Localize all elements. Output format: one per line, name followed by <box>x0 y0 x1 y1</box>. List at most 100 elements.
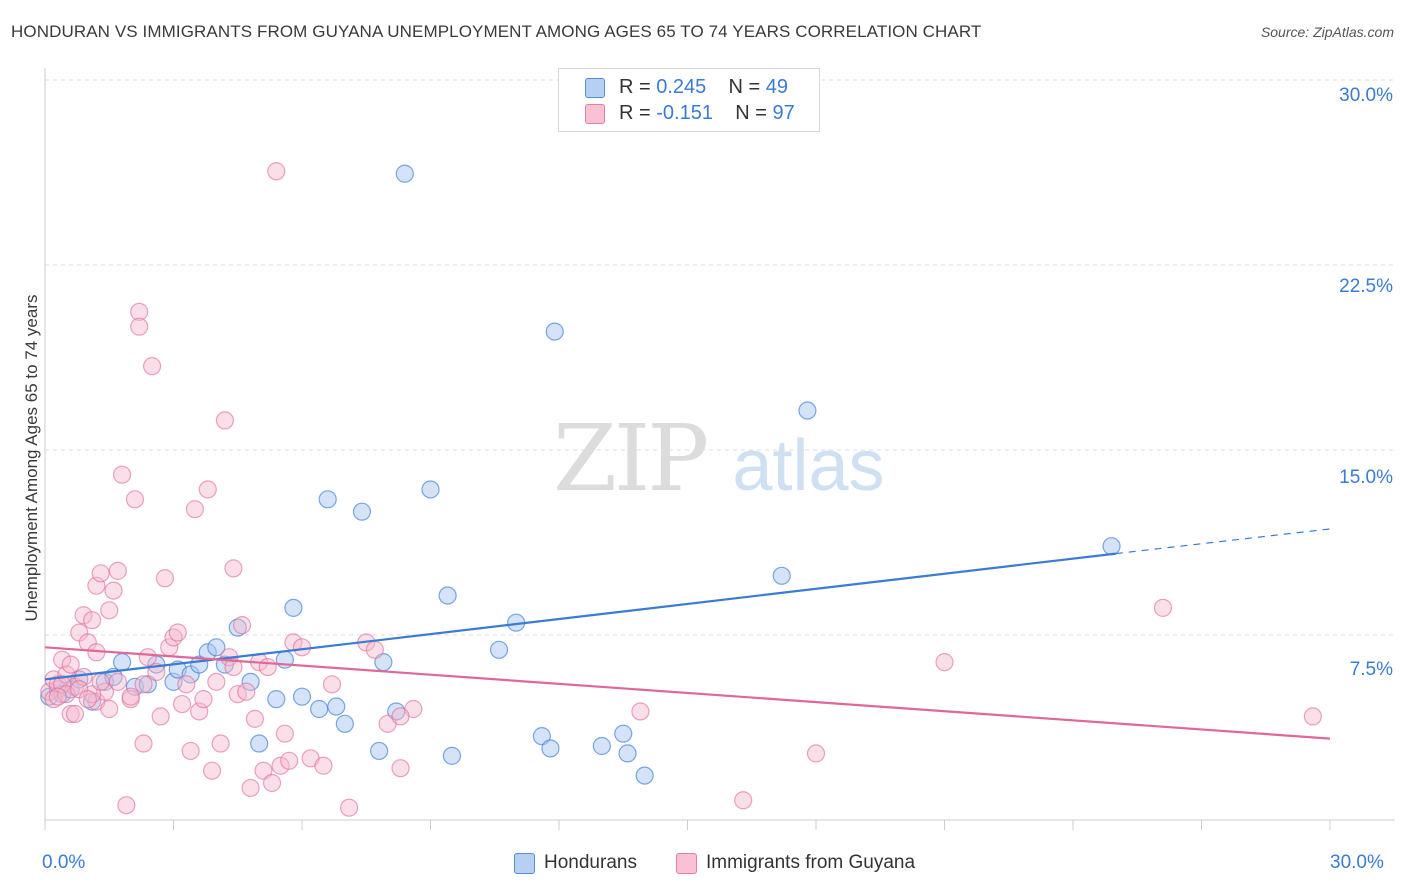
guyana-point <box>117 796 136 815</box>
watermark-atlas: atlas <box>732 426 885 506</box>
honduran-point <box>592 736 611 756</box>
guyana-point <box>340 798 359 817</box>
watermark: ZIP atlas <box>553 405 885 512</box>
guyana-point <box>292 638 312 657</box>
honduran-point <box>250 734 269 753</box>
guyana-point <box>61 655 80 674</box>
hondurans-trend-line <box>44 552 1116 681</box>
guyana-point <box>61 704 80 724</box>
legend-label-guyana: Immigrants from Guyana <box>706 852 916 873</box>
honduran-point <box>112 653 132 672</box>
guyana-point <box>112 465 132 484</box>
honduran-point <box>614 724 633 743</box>
y-tick-label: 22.5% <box>1339 276 1393 297</box>
honduran-point <box>532 727 551 746</box>
gridlines <box>45 79 1395 636</box>
legend-swatch-guyana <box>676 853 697 874</box>
guyana-point <box>91 672 110 691</box>
watermark-zip: ZIP <box>553 405 709 512</box>
legend-n-label: N = <box>735 102 767 124</box>
legend-swatch-hondurans <box>514 853 535 874</box>
guyana-point <box>280 751 299 770</box>
guyana-point <box>181 741 200 761</box>
x-tick-label-min: 0.0% <box>42 852 86 873</box>
guyana-point <box>130 302 149 321</box>
guyana-point <box>138 648 157 667</box>
honduran-point <box>442 746 462 765</box>
guyana-point <box>202 761 222 780</box>
honduran-point <box>421 480 440 499</box>
guyana-point <box>48 687 67 706</box>
guyana-point <box>168 623 187 642</box>
legend-r-label: R = <box>619 102 651 124</box>
legend-r-label: R = <box>619 76 651 98</box>
guyana-point <box>245 709 264 728</box>
trend-lines <box>44 528 1331 740</box>
honduran-point <box>352 502 372 521</box>
hondurans-trend-extension <box>1115 528 1331 555</box>
honduran-point <box>207 638 226 657</box>
honduran-point <box>545 322 564 341</box>
guyana-point <box>232 616 252 635</box>
x-tick-label-max: 30.0% <box>1330 852 1384 873</box>
guyana-point <box>314 756 333 775</box>
honduran-point <box>335 714 354 733</box>
guyana-point <box>224 657 243 677</box>
legend-label-hondurans: Hondurans <box>544 852 637 873</box>
guyana-point <box>258 657 277 677</box>
y-tick-label: 15.0% <box>1339 467 1393 488</box>
guyana-point <box>806 744 826 763</box>
honduran-point <box>284 598 303 617</box>
guyana-point <box>177 675 196 694</box>
guyana-point <box>1153 598 1173 617</box>
guyana-point <box>83 611 102 630</box>
honduran-point <box>772 566 791 585</box>
chart-title: HONDURAN VS IMMIGRANTS FROM GUYANA UNEMP… <box>11 22 982 41</box>
y-tick-label: 7.5% <box>1349 659 1393 680</box>
guyana-point <box>322 675 342 694</box>
guyana-point <box>241 778 260 798</box>
guyana-point <box>262 773 282 793</box>
guyana-point <box>91 564 110 583</box>
honduran-point <box>541 739 560 758</box>
honduran-point <box>438 586 457 605</box>
guyana-point <box>53 650 72 669</box>
honduran-point <box>395 164 414 183</box>
honduran-point <box>318 490 337 509</box>
guyana-point <box>734 791 753 810</box>
guyana-point <box>151 707 170 726</box>
guyana-point <box>631 702 650 721</box>
honduran-point <box>241 672 260 691</box>
guyana-point <box>134 734 153 753</box>
legend-swatch-guyana <box>585 104 605 124</box>
guyana-trend-line <box>44 646 1331 740</box>
honduran-point <box>138 675 157 694</box>
guyana-point <box>121 687 140 706</box>
honduran-point <box>327 697 346 716</box>
honduran-point <box>310 699 329 719</box>
legend-swatch-hondurans <box>585 78 605 98</box>
guyana-point <box>100 601 119 620</box>
correlation-legend: R = 0.245 N = 49 R = -0.151 N = 97 <box>558 68 820 132</box>
guyana-point <box>194 690 213 709</box>
honduran-point <box>267 690 286 709</box>
guyana-point <box>391 759 410 778</box>
guyana-point <box>125 490 145 509</box>
legend-n-value: 49 <box>765 76 789 98</box>
honduran-point <box>370 741 389 761</box>
guyana-point <box>254 761 273 780</box>
guyana-point <box>172 694 192 714</box>
guyana-point <box>65 704 85 724</box>
guyana-point <box>275 724 294 743</box>
legend-n-value: 97 <box>772 102 795 124</box>
guyana-point <box>104 581 123 600</box>
y-tick-label: 30.0% <box>1339 85 1393 106</box>
guyana-point <box>108 561 127 580</box>
legend-r-value: 0.245 <box>656 76 707 98</box>
honduran-point <box>489 640 509 659</box>
guyana-point <box>185 500 205 519</box>
guyana-point <box>271 756 290 775</box>
guyana-point <box>155 569 175 588</box>
source-label: Source: ZipAtlas.com <box>1260 24 1394 40</box>
